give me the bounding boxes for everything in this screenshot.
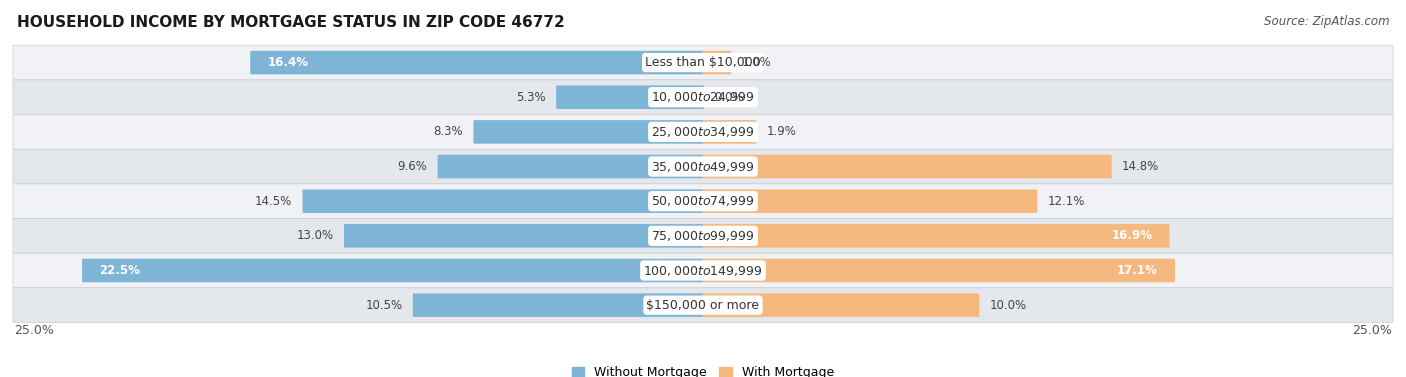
FancyBboxPatch shape	[702, 120, 756, 144]
FancyBboxPatch shape	[702, 51, 731, 74]
Text: $35,000 to $49,999: $35,000 to $49,999	[651, 159, 755, 173]
FancyBboxPatch shape	[302, 189, 704, 213]
FancyBboxPatch shape	[250, 51, 704, 74]
Text: 14.5%: 14.5%	[254, 195, 292, 208]
Text: 10.5%: 10.5%	[366, 299, 402, 312]
Text: 13.0%: 13.0%	[297, 229, 333, 242]
FancyBboxPatch shape	[13, 184, 1393, 219]
Text: HOUSEHOLD INCOME BY MORTGAGE STATUS IN ZIP CODE 46772: HOUSEHOLD INCOME BY MORTGAGE STATUS IN Z…	[17, 15, 565, 30]
Text: 10.0%: 10.0%	[990, 299, 1026, 312]
Text: $10,000 to $24,999: $10,000 to $24,999	[651, 90, 755, 104]
FancyBboxPatch shape	[702, 259, 1175, 282]
Text: $75,000 to $99,999: $75,000 to $99,999	[651, 229, 755, 243]
Text: 1.0%: 1.0%	[741, 56, 772, 69]
Text: 1.9%: 1.9%	[766, 126, 796, 138]
Legend: Without Mortgage, With Mortgage: Without Mortgage, With Mortgage	[572, 366, 834, 377]
FancyBboxPatch shape	[702, 224, 1170, 248]
Text: 22.5%: 22.5%	[100, 264, 141, 277]
FancyBboxPatch shape	[13, 80, 1393, 115]
Text: 0.0%: 0.0%	[714, 91, 744, 104]
FancyBboxPatch shape	[13, 253, 1393, 288]
Text: 9.6%: 9.6%	[398, 160, 427, 173]
Text: 5.3%: 5.3%	[516, 91, 546, 104]
FancyBboxPatch shape	[344, 224, 704, 248]
FancyBboxPatch shape	[413, 293, 704, 317]
FancyBboxPatch shape	[13, 115, 1393, 149]
Text: 16.4%: 16.4%	[267, 56, 308, 69]
Text: Less than $10,000: Less than $10,000	[645, 56, 761, 69]
FancyBboxPatch shape	[13, 219, 1393, 253]
Text: Source: ZipAtlas.com: Source: ZipAtlas.com	[1264, 15, 1389, 28]
FancyBboxPatch shape	[82, 259, 704, 282]
Text: $150,000 or more: $150,000 or more	[647, 299, 759, 312]
FancyBboxPatch shape	[13, 45, 1393, 80]
Text: $50,000 to $74,999: $50,000 to $74,999	[651, 194, 755, 208]
FancyBboxPatch shape	[702, 189, 1038, 213]
Text: 8.3%: 8.3%	[433, 126, 463, 138]
FancyBboxPatch shape	[13, 149, 1393, 184]
FancyBboxPatch shape	[437, 155, 704, 178]
FancyBboxPatch shape	[557, 86, 704, 109]
Text: 25.0%: 25.0%	[1353, 324, 1392, 337]
FancyBboxPatch shape	[702, 293, 980, 317]
Text: 14.8%: 14.8%	[1122, 160, 1159, 173]
Text: $25,000 to $34,999: $25,000 to $34,999	[651, 125, 755, 139]
Text: 25.0%: 25.0%	[14, 324, 53, 337]
Text: 12.1%: 12.1%	[1047, 195, 1085, 208]
FancyBboxPatch shape	[474, 120, 704, 144]
FancyBboxPatch shape	[13, 288, 1393, 322]
Text: 16.9%: 16.9%	[1111, 229, 1152, 242]
FancyBboxPatch shape	[702, 155, 1112, 178]
Text: $100,000 to $149,999: $100,000 to $149,999	[644, 264, 762, 277]
Text: 17.1%: 17.1%	[1116, 264, 1157, 277]
